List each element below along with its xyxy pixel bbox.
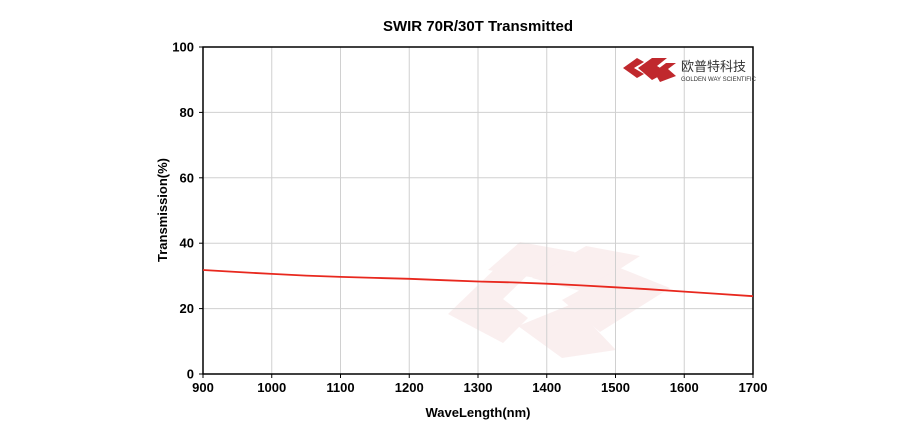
chart-grid	[203, 47, 753, 374]
x-tick-label: 1500	[601, 380, 630, 395]
x-axis-title: WaveLength(nm)	[426, 405, 531, 420]
y-tick-label: 60	[180, 170, 194, 185]
x-tick-label: 900	[192, 380, 214, 395]
y-tick-label: 80	[180, 105, 194, 120]
watermark-logo	[448, 242, 670, 358]
series-line-0	[202, 269, 754, 298]
y-tick-label: 40	[180, 236, 194, 251]
y-tick-label: 20	[180, 301, 194, 316]
brand-logo: 欧普特科技 GOLDEN WAY SCIENTIFIC	[623, 58, 757, 83]
series-layer	[202, 269, 754, 298]
brand-name-en: GOLDEN WAY SCIENTIFIC	[681, 77, 757, 83]
y-tick-label: 0	[187, 367, 194, 382]
x-tick-label: 1200	[395, 380, 424, 395]
brand-logo-mark	[623, 58, 676, 82]
chart-title: SWIR 70R/30T Transmitted	[383, 18, 573, 35]
y-axis-title: Transmission(%)	[155, 158, 170, 262]
x-tick-label: 1100	[326, 380, 354, 395]
x-tick-label: 1600	[670, 380, 699, 395]
x-tick-label: 1700	[739, 380, 768, 395]
brand-name-cn: 欧普特科技	[681, 60, 746, 75]
x-axis: 900 1000 1100 1200 1300 1400 1500 1600 1700	[192, 374, 767, 395]
y-axis: 0 20 40 60 80 100	[172, 40, 203, 382]
y-tick-label: 100	[172, 40, 194, 55]
x-tick-label: 1300	[464, 380, 493, 395]
x-tick-label: 1400	[532, 380, 561, 395]
x-tick-label: 1000	[257, 380, 286, 395]
